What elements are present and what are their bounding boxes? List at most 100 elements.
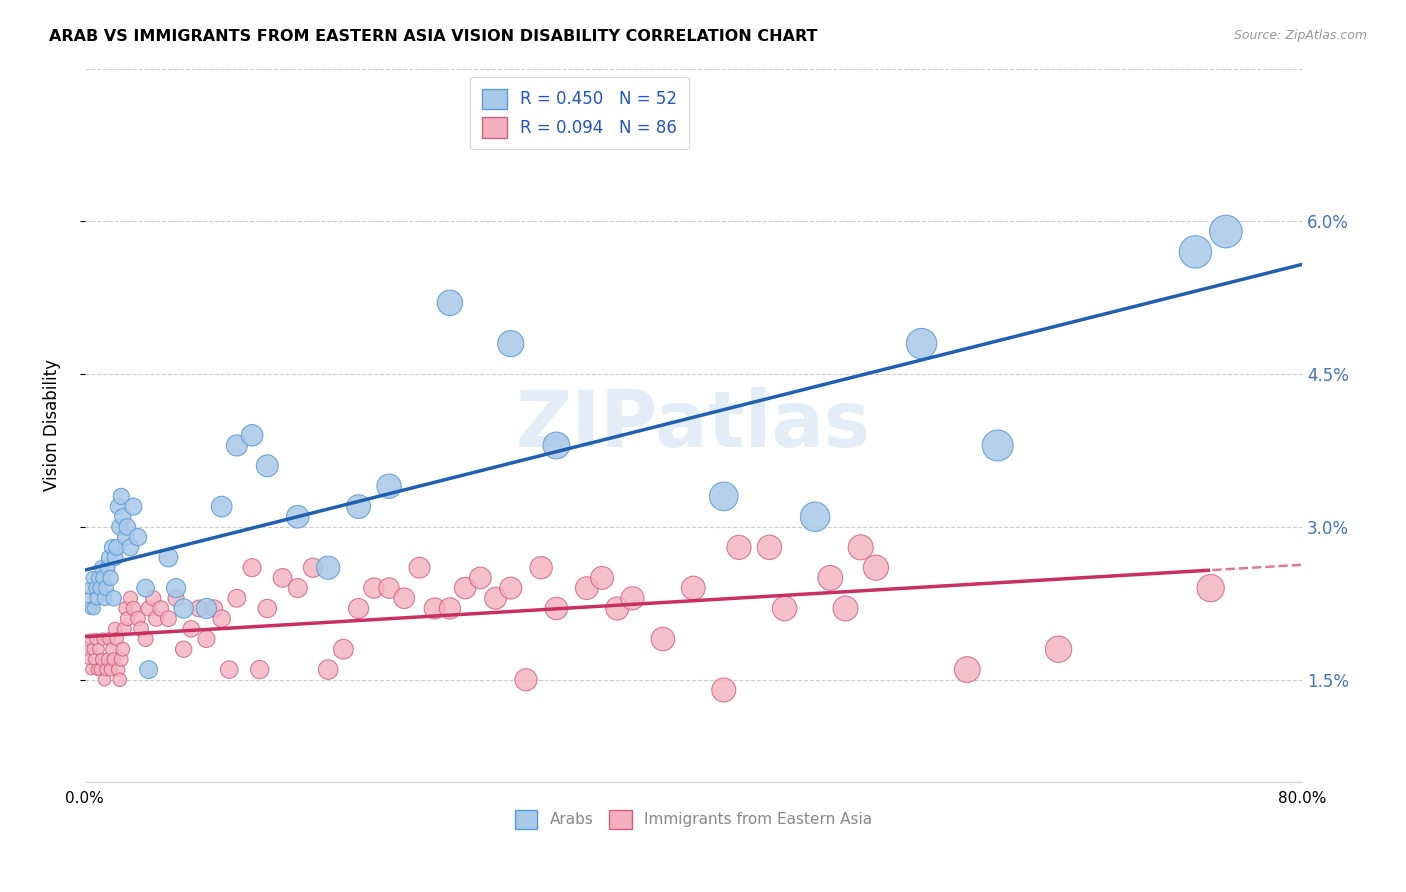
Point — [157, 550, 180, 565]
Point — [499, 336, 522, 351]
Point — [108, 673, 131, 687]
Point — [82, 642, 104, 657]
Point — [105, 541, 128, 555]
Point — [1184, 244, 1206, 259]
Point — [316, 560, 339, 574]
Point — [180, 622, 202, 636]
Point — [91, 632, 114, 646]
Point — [606, 601, 628, 615]
Point — [316, 663, 339, 677]
Point — [910, 336, 932, 351]
Point — [98, 550, 121, 565]
Point — [378, 479, 401, 493]
Point — [100, 663, 122, 677]
Point — [149, 601, 172, 615]
Text: ARAB VS IMMIGRANTS FROM EASTERN ASIA VISION DISABILITY CORRELATION CHART: ARAB VS IMMIGRANTS FROM EASTERN ASIA VIS… — [49, 29, 818, 45]
Point — [363, 581, 385, 595]
Point — [96, 652, 118, 666]
Point — [240, 428, 263, 442]
Point — [804, 509, 827, 524]
Point — [211, 500, 233, 514]
Point — [302, 560, 325, 574]
Text: ZIPatlas: ZIPatlas — [516, 387, 870, 463]
Text: Source: ZipAtlas.com: Source: ZipAtlas.com — [1233, 29, 1367, 43]
Point — [394, 591, 416, 606]
Point — [271, 571, 294, 585]
Point — [114, 601, 136, 615]
Point — [408, 560, 430, 574]
Point — [89, 581, 111, 595]
Point — [98, 632, 121, 646]
Point — [117, 612, 139, 626]
Point — [122, 601, 145, 615]
Point — [682, 581, 704, 595]
Point — [423, 601, 446, 615]
Point — [107, 663, 129, 677]
Point — [90, 652, 112, 666]
Point — [713, 683, 735, 698]
Point — [76, 591, 98, 606]
Point — [470, 571, 492, 585]
Point — [80, 663, 103, 677]
Point — [165, 581, 187, 595]
Point — [575, 581, 598, 595]
Point — [103, 591, 125, 606]
Point — [111, 509, 134, 524]
Point — [93, 673, 115, 687]
Point — [651, 632, 673, 646]
Point — [713, 490, 735, 504]
Point — [165, 591, 187, 606]
Point — [515, 673, 537, 687]
Point — [120, 541, 142, 555]
Point — [83, 652, 105, 666]
Point — [111, 642, 134, 657]
Point — [173, 642, 195, 657]
Point — [195, 601, 218, 615]
Point — [94, 663, 117, 677]
Point — [105, 632, 128, 646]
Point — [103, 652, 125, 666]
Point — [454, 581, 477, 595]
Point — [378, 581, 401, 595]
Point — [89, 663, 111, 677]
Point — [96, 560, 118, 574]
Point — [107, 500, 129, 514]
Point — [117, 520, 139, 534]
Point — [135, 581, 157, 595]
Point — [127, 612, 149, 626]
Point — [129, 622, 152, 636]
Point — [773, 601, 796, 615]
Point — [114, 530, 136, 544]
Point — [87, 642, 110, 657]
Point — [127, 530, 149, 544]
Point — [104, 550, 127, 565]
Point — [100, 571, 122, 585]
Point — [84, 632, 107, 646]
Point — [1215, 225, 1237, 239]
Point — [122, 500, 145, 514]
Point — [90, 560, 112, 574]
Point — [1199, 581, 1222, 595]
Point — [287, 509, 309, 524]
Point — [91, 571, 114, 585]
Point — [195, 632, 218, 646]
Point — [84, 581, 107, 595]
Legend: Arabs, Immigrants from Eastern Asia: Arabs, Immigrants from Eastern Asia — [509, 804, 879, 835]
Point — [142, 591, 165, 606]
Point — [76, 652, 98, 666]
Point — [439, 296, 461, 310]
Point — [86, 663, 108, 677]
Point — [110, 652, 132, 666]
Point — [87, 571, 110, 585]
Point — [332, 642, 354, 657]
Point — [287, 581, 309, 595]
Point — [256, 601, 278, 615]
Point — [621, 591, 644, 606]
Point — [956, 663, 979, 677]
Point — [83, 601, 105, 615]
Point — [138, 663, 160, 677]
Point — [347, 500, 370, 514]
Point — [135, 632, 157, 646]
Point — [112, 622, 135, 636]
Point — [108, 520, 131, 534]
